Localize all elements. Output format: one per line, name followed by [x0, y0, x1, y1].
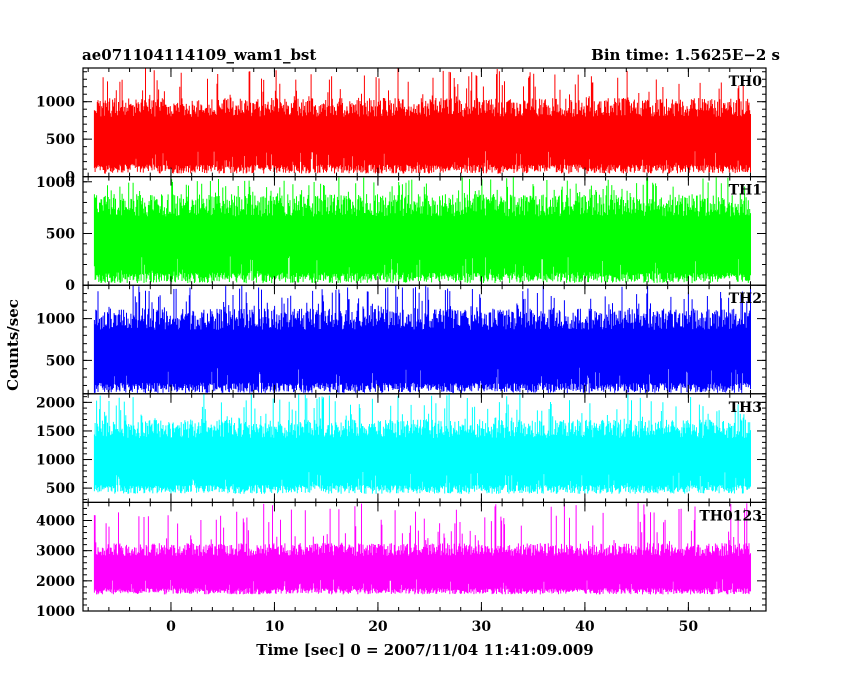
y-tick-label: 1000	[36, 95, 75, 111]
trace-th1	[93, 177, 751, 284]
trace-th3	[93, 393, 751, 494]
trace-th0	[93, 68, 751, 174]
y-axis-label: Counts/sec	[4, 299, 22, 391]
y-tick-label: 2000	[36, 574, 75, 590]
trace-th2	[93, 285, 751, 393]
y-tick-label: 500	[46, 481, 75, 497]
y-tick-label: 0	[65, 170, 75, 186]
title-right: Bin time: 1.5625E−2 s	[591, 46, 780, 64]
panel-name-label: TH2	[729, 291, 762, 307]
y-tick-label: 1500	[36, 424, 75, 440]
y-tick-label: 3000	[36, 544, 75, 560]
y-tick-label: 1000	[36, 604, 75, 620]
y-tick-label: 1000	[36, 175, 75, 191]
x-tick-label: 10	[265, 619, 285, 635]
y-tick-label: 1000	[36, 453, 75, 469]
y-tick-label: 4000	[36, 514, 75, 530]
x-axis-label: Time [sec] 0 = 2007/11/04 11:41:09.009	[256, 641, 593, 659]
panel-name-label: TH3	[729, 400, 762, 416]
y-tick-label: 500	[46, 353, 75, 369]
panel-th0: TH0 0 500 1000	[36, 67, 767, 186]
x-tick-label: 50	[679, 619, 699, 635]
panel-th1: TH1 0 500 1000	[36, 175, 767, 294]
y-tick-label: 1000	[36, 312, 75, 328]
panel-name-label: TH0	[729, 74, 763, 90]
panel-th2: TH2 500 1000	[36, 284, 767, 395]
y-tick-label: 500	[46, 226, 75, 242]
y-tick-label: 2000	[36, 395, 75, 411]
x-tick-label: 40	[575, 619, 595, 635]
x-tick-label: 30	[472, 619, 492, 635]
panel-th3: TH3 500 1000 1500 2000	[36, 393, 767, 503]
y-tick-label: 500	[46, 132, 75, 148]
panel-name-label: TH0123	[699, 508, 762, 524]
panels-group: TH005001000TH105001000TH25001000TH350010…	[36, 67, 767, 635]
x-tick-label: 0	[166, 619, 176, 635]
y-tick-label: 0	[65, 278, 75, 294]
x-tick-label: 20	[368, 619, 388, 635]
panel-name-label: TH1	[729, 183, 762, 199]
title-left: ae071104114109_wam1_bst	[82, 46, 316, 64]
trace-th0123	[93, 502, 751, 595]
panel-th0123: TH0123 1000 2000 3000 4000	[36, 501, 767, 620]
